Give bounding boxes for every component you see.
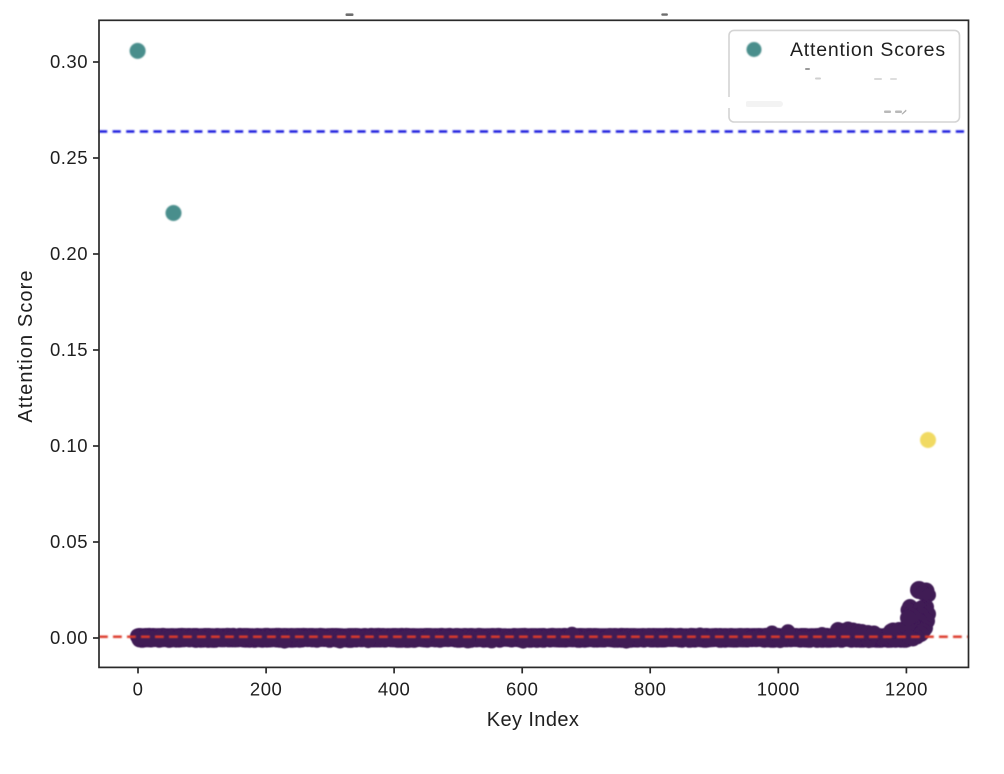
svg-text:Key Index: Key Index <box>487 709 580 731</box>
svg-text:1000: 1000 <box>757 678 800 699</box>
svg-text:0.05: 0.05 <box>50 531 88 552</box>
svg-text:0.00: 0.00 <box>50 627 88 648</box>
svg-text:0.15: 0.15 <box>50 339 88 360</box>
svg-text:Attention Scores: Attention Scores <box>790 39 946 61</box>
svg-text:Attention Score: Attention Score <box>15 269 37 422</box>
svg-text:600: 600 <box>506 678 538 699</box>
svg-text:200: 200 <box>250 678 282 699</box>
svg-text:1200: 1200 <box>885 678 928 699</box>
svg-text:0.10: 0.10 <box>50 435 88 456</box>
svg-text:0.20: 0.20 <box>50 243 88 264</box>
svg-text:0: 0 <box>133 678 144 699</box>
svg-text:0.25: 0.25 <box>50 147 88 168</box>
svg-text:0.30: 0.30 <box>50 51 88 72</box>
svg-text:800: 800 <box>634 678 666 699</box>
svg-text:400: 400 <box>378 678 410 699</box>
